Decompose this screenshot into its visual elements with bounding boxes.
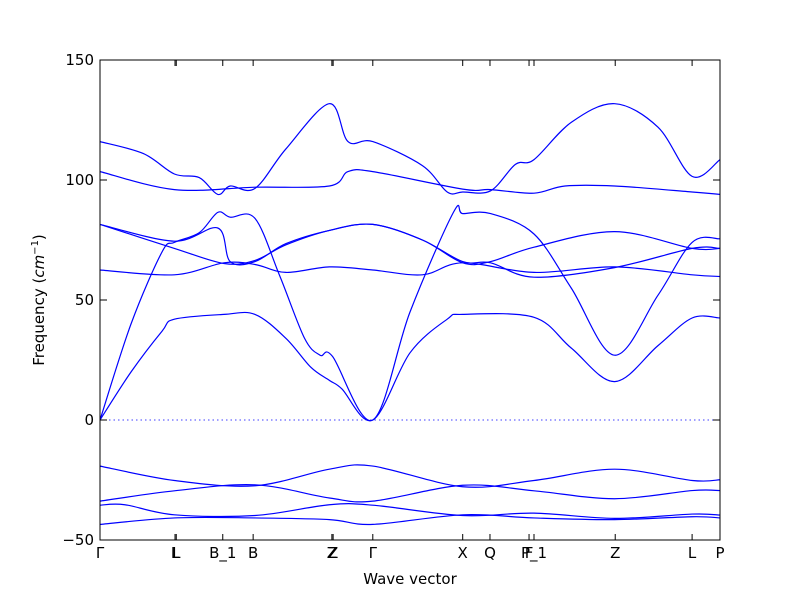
band-line-1 [100, 513, 720, 526]
x-tick-label: Q [484, 544, 496, 562]
band-line-2 [100, 503, 720, 520]
band-lines [100, 103, 720, 526]
y-tick-label: −50 [62, 531, 94, 549]
band-line-10 [100, 169, 720, 195]
y-tick-label: 50 [75, 291, 94, 309]
y-tick-label: 100 [65, 171, 94, 189]
band-line-9 [100, 223, 720, 266]
x-tick-label: Z [328, 544, 338, 562]
band-line-5 [100, 311, 720, 422]
x-tick-label: L [688, 544, 697, 562]
x-tick-label: Γ [369, 544, 378, 562]
x-tick-label: B [248, 544, 258, 562]
y-axis-label: Frequency (cm−1) [30, 234, 48, 366]
x-tick-label: L [172, 544, 181, 562]
x-tick-label: L [171, 544, 180, 562]
band-line-6 [100, 204, 720, 421]
x-tick-label: B_1 [209, 544, 236, 563]
x-tick-label: P_1 [521, 544, 547, 563]
x-tick-labels: Γ LL B_1 B ZZ Γ X Q FP_1 Z L P [96, 544, 725, 563]
band-line-11 [100, 103, 720, 196]
axis-ticks [99, 59, 721, 541]
band-line-7 [100, 261, 720, 278]
x-tick-label: Z [327, 544, 337, 562]
x-tick-label: F [525, 544, 534, 562]
x-tick-label: P [715, 544, 724, 562]
x-axis-label: Wave vector [363, 570, 457, 588]
band-line-4 [100, 464, 720, 488]
band-line-3 [100, 484, 720, 503]
y-tick-labels: −50 0 50 100 150 [62, 51, 94, 549]
x-tick-label: Z [610, 544, 620, 562]
x-tick-label: Γ [96, 544, 105, 562]
x-tick-label: X [458, 544, 468, 562]
y-tick-label: 150 [65, 51, 94, 69]
y-tick-label: 0 [84, 411, 94, 429]
